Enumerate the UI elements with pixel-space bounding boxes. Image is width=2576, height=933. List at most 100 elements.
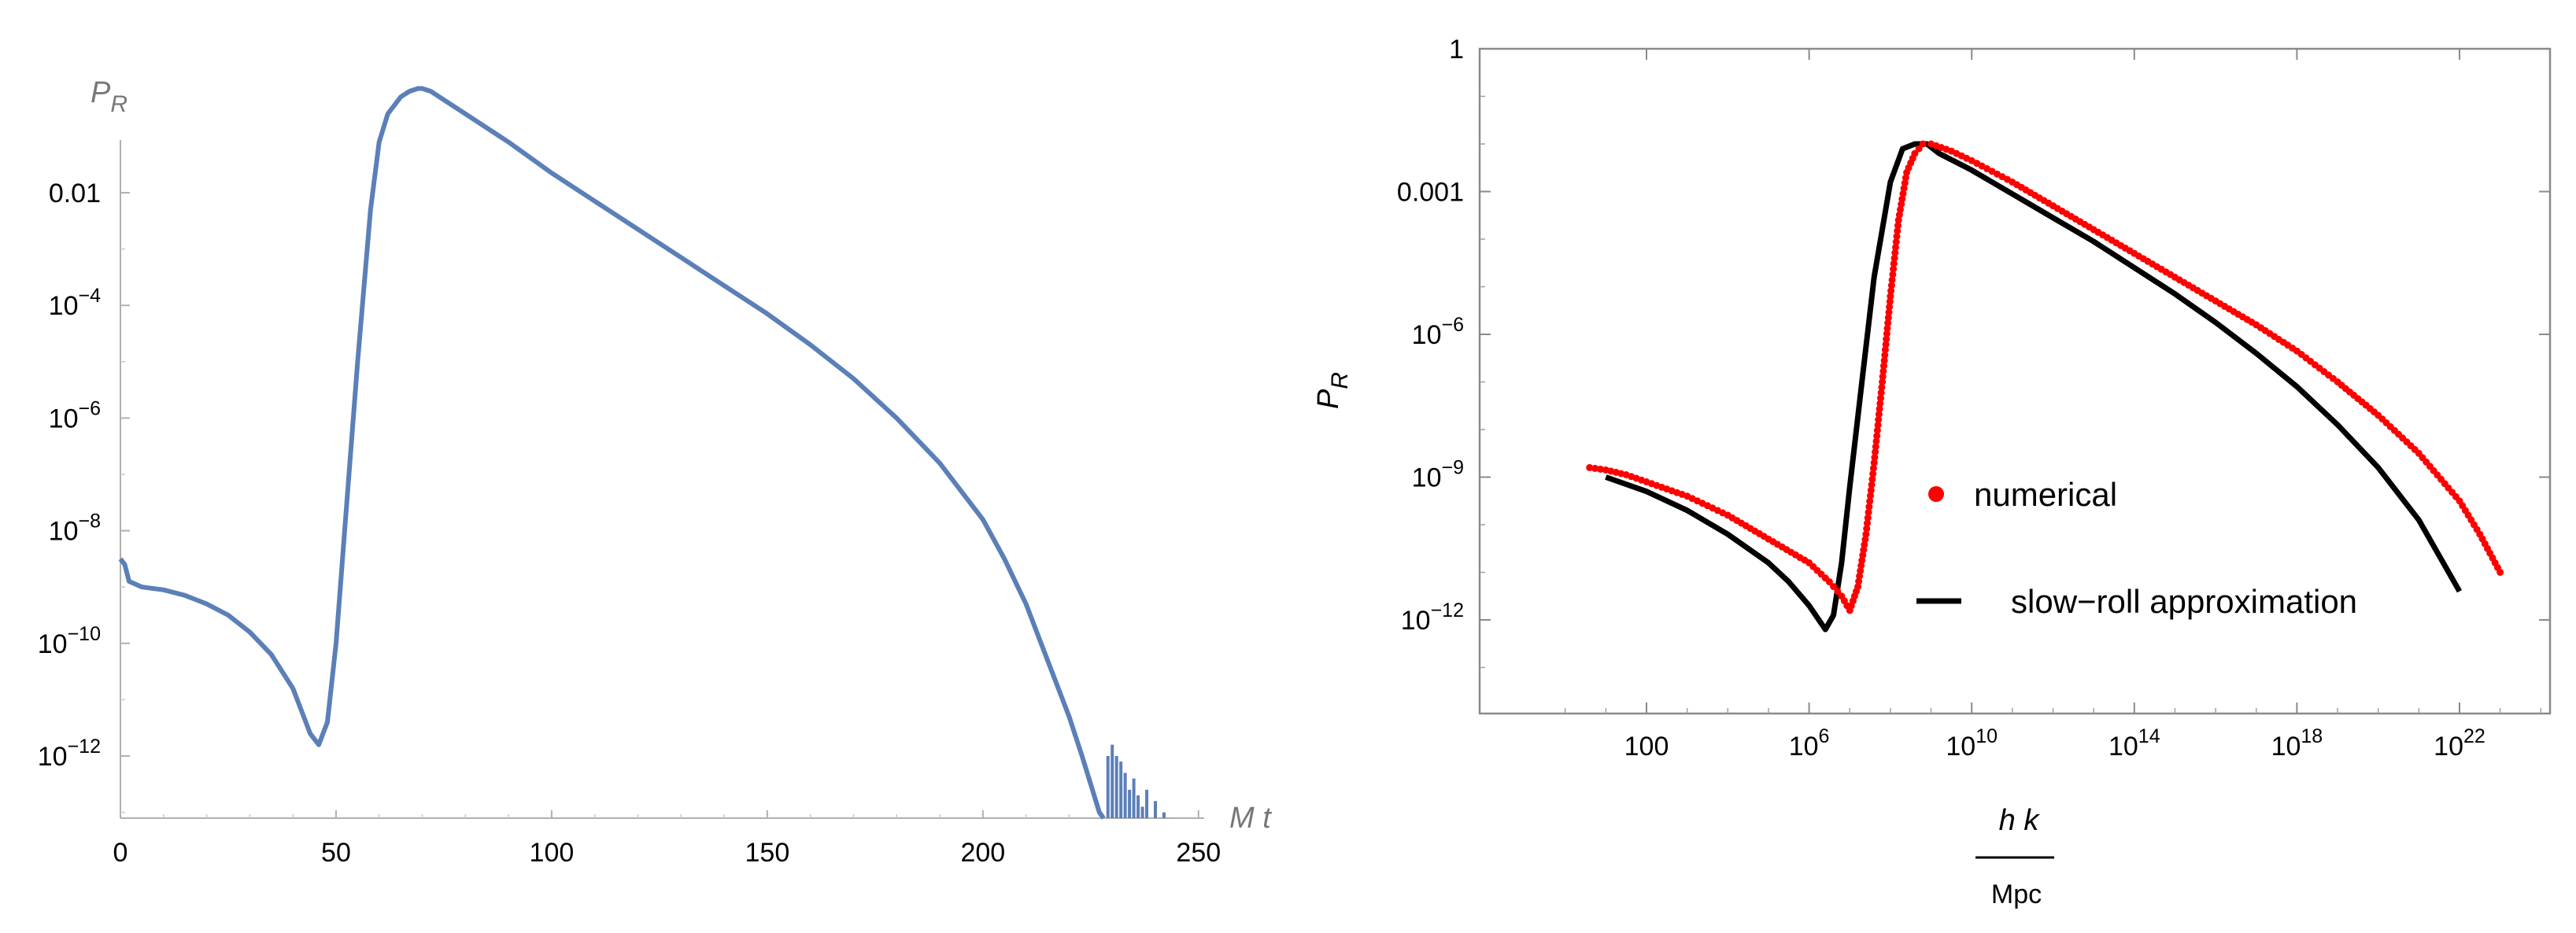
right-numerical-point: [1880, 356, 1888, 364]
right-numerical-point: [1591, 464, 1599, 472]
right-numerical-point: [1586, 463, 1594, 471]
right-chart: 100 106 1010 1014 1018 1022 1 0.001 10−6 10−9 10−…: [1312, 35, 2552, 909]
right-numerical-point: [1859, 551, 1867, 559]
right-y-tick-label: 0.001: [1397, 178, 1464, 208]
right-numerical-point: [1887, 287, 1895, 295]
right-numerical-point: [1873, 426, 1881, 434]
right-numerical-point: [1901, 179, 1909, 187]
left-x-tick-label: 50: [321, 838, 351, 868]
right-x-ticks: 100 106 1010 1014 1018 1022: [1564, 49, 2542, 762]
left-y-label: PR: [91, 76, 128, 117]
right-numerical-point: [1874, 421, 1882, 429]
right-numerical-point: [1882, 341, 1890, 348]
right-numerical-point: [1867, 492, 1874, 500]
right-numerical-point: [1864, 519, 1871, 527]
right-numerical-point: [1869, 470, 1877, 478]
right-frame: [1478, 47, 2552, 715]
right-numerical-point: [1892, 238, 1900, 245]
legend-marker-numerical: [1928, 486, 1944, 502]
right-numerical-point: [1886, 297, 1894, 305]
right-numerical-point: [1855, 577, 1863, 585]
right-numerical-point: [1881, 346, 1889, 354]
right-x-tick-label: 1014: [2108, 725, 2160, 762]
right-numerical-point: [1862, 530, 1870, 538]
left-x-tick-label: 0: [113, 838, 128, 868]
right-numerical-point: [1899, 190, 1907, 197]
right-numerical-point: [1919, 140, 1927, 148]
right-x-label-denominator: Mpc: [1991, 880, 2042, 909]
left-y-tick-label: 0.01: [49, 179, 101, 208]
right-numerical-point: [1883, 330, 1890, 337]
right-numerical-point: [1885, 308, 1893, 316]
right-numerical-point: [1871, 454, 1879, 461]
right-numerical-point: [1878, 383, 1886, 391]
right-x-label-numerator: h k: [1999, 804, 2041, 837]
right-x-tick-label: 1022: [2434, 725, 2485, 762]
left-x-tick-label: 150: [745, 838, 790, 868]
right-numerical-point: [1875, 411, 1883, 419]
right-numerical-point: [1867, 486, 1875, 494]
right-numerical-point: [1887, 293, 1894, 301]
right-numerical-point: [1870, 459, 1878, 466]
right-numerical-point: [1915, 145, 1923, 153]
right-numerical-point: [1866, 497, 1874, 505]
right-y-tick-label: 10−12: [1401, 599, 1464, 636]
right-numerical-point: [1898, 195, 1906, 203]
right-numerical-point: [1863, 525, 1871, 533]
right-numerical-point: [1872, 448, 1879, 456]
right-series: [1586, 140, 2504, 632]
right-numerical-point: [2497, 569, 2504, 576]
right-numerical-point: [1887, 282, 1895, 289]
right-numerical-point: [1900, 185, 1908, 192]
legend: numerical slow−roll approximation: [1916, 476, 2357, 620]
right-numerical-point: [1876, 400, 1884, 407]
right-numerical-point: [1888, 276, 1896, 284]
right-numerical-point: [1902, 174, 1909, 182]
right-numerical-point: [1895, 211, 1903, 219]
right-slow-roll-line: [1605, 141, 2463, 632]
right-numerical-point: [1894, 222, 1902, 230]
right-numerical-point: [1868, 475, 1876, 483]
right-y-tick-label: 1: [1449, 35, 1464, 65]
right-numerical-point: [1873, 432, 1881, 440]
right-numerical-point: [1857, 567, 1865, 575]
right-numerical-point: [1894, 227, 1902, 235]
right-numerical-point: [1890, 265, 1898, 273]
legend-label-numerical: numerical: [1974, 476, 2117, 513]
right-numerical-point: [1830, 583, 1838, 591]
right-y-label: PR: [1312, 372, 1353, 409]
right-numerical-point: [1886, 303, 1894, 311]
right-numerical-point: [1890, 260, 1898, 267]
right-numerical-point: [1834, 588, 1842, 596]
right-numerical-point: [1883, 335, 1890, 343]
left-y-tick-label: 10−12: [38, 736, 101, 772]
right-numerical-point: [1854, 583, 1862, 591]
right-numerical-point: [1890, 254, 1898, 262]
right-numerical-point: [1879, 378, 1887, 385]
right-y-tick-label: 10−9: [1412, 457, 1464, 493]
left-series-line: [118, 86, 1106, 820]
right-numerical-point: [1872, 437, 1880, 445]
right-numerical-point: [1861, 536, 1869, 544]
right-numerical-point: [1889, 271, 1897, 278]
right-numerical-point: [1597, 465, 1604, 473]
right-x-tick-label: 100: [1624, 732, 1669, 762]
right-numerical-point: [1879, 373, 1887, 381]
left-y-tick-label: 10−6: [49, 397, 101, 433]
right-x-tick-label: 1018: [2271, 725, 2323, 762]
right-numerical-point: [1884, 314, 1892, 322]
legend-label-slow-roll: slow−roll approximation: [2011, 583, 2357, 620]
left-x-label: M t: [1229, 802, 1272, 835]
left-x-tick-label: 200: [960, 838, 1005, 868]
right-numerical-point: [1860, 546, 1868, 554]
left-series: [118, 86, 1174, 820]
right-numerical-point: [1911, 149, 1919, 157]
left-x-tick-label: 250: [1176, 838, 1221, 868]
right-numerical-point: [1858, 556, 1866, 564]
left-chart: 0 50 100 150 200 250 0.01 10−4 10−6 10−8 10−10 10−…: [38, 76, 1272, 868]
right-numerical-point: [1884, 319, 1892, 327]
right-numerical-point: [1881, 352, 1889, 359]
right-y-ticks: 1 0.001 10−6 10−9 10−12: [1397, 35, 2550, 669]
left-x-ticks: 0 50 100 150 200 250: [113, 810, 1221, 868]
